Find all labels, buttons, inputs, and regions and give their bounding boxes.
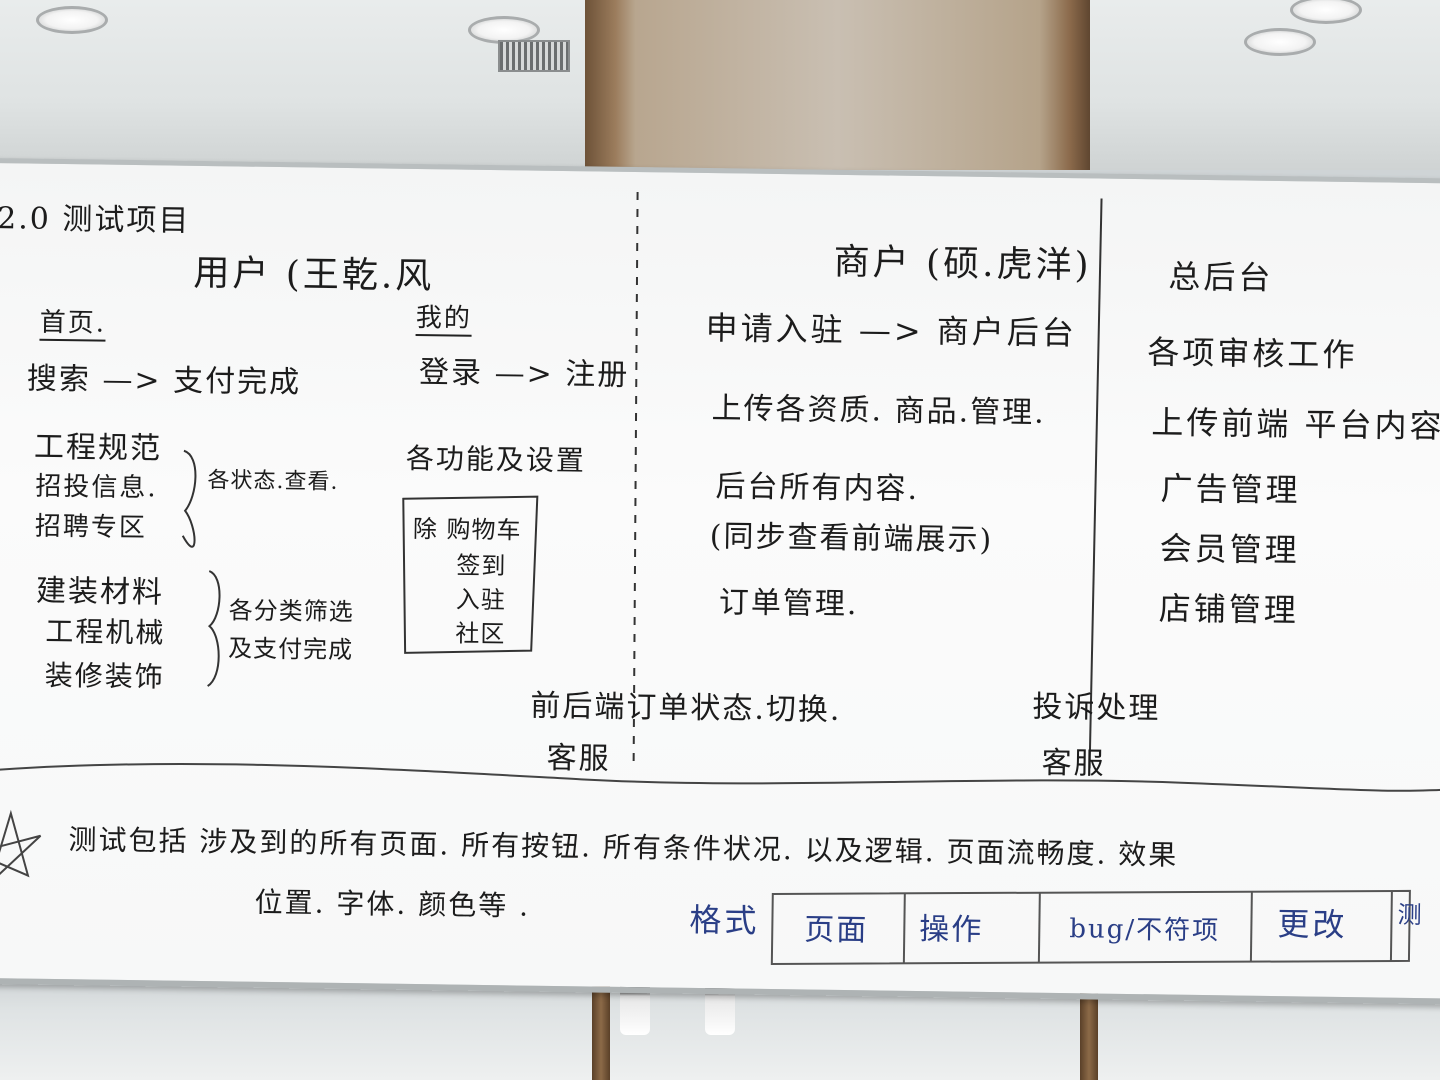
format-column: 测 (1397, 900, 1423, 930)
upload-goods: 上传各资质. 商品.管理. (711, 391, 1046, 431)
solid-divider (1088, 198, 1103, 769)
ad-management: 广告管理 (1160, 469, 1301, 510)
board-stand-leg (592, 965, 610, 1080)
dashed-divider (632, 192, 639, 763)
format-label: 格式 (689, 900, 760, 940)
group2-note: 各分类筛选 (228, 596, 354, 627)
brace (206, 570, 221, 687)
customer-service: 客服 (1041, 745, 1106, 782)
backend-content: 后台所有内容. (715, 469, 920, 508)
merchant-header: 商户 (硕.虎洋) (833, 241, 1092, 287)
group2-item: 装修装饰 (44, 658, 166, 694)
customer-service: 客服 (546, 740, 611, 777)
apply-flow: 申请入驻 —> 商户后台 (705, 309, 1078, 353)
box-item: 入驻 (455, 585, 507, 615)
brace (181, 449, 197, 548)
format-column: 操作 (919, 912, 984, 948)
order-state-switch: 前后端订单状态.切换. (530, 688, 842, 728)
review-work: 各项审核工作 (1147, 333, 1358, 375)
user-header: 用户 (王乾.风 (193, 252, 435, 298)
search-flow: 搜索 —> 支付完成 (26, 361, 302, 401)
login-flow: 登录 —> 注册 (418, 355, 630, 393)
format-column: 页面 (804, 912, 869, 949)
board-title: 2.0 测试项目 (0, 201, 191, 239)
whiteboard: 2.0 测试项目 用户 (王乾.风 首页. 搜索 —> 支付完成 工程规范 招投… (0, 158, 1440, 1005)
format-column: bug/不符项 (1069, 914, 1221, 947)
group1-item: 招投信息. (35, 471, 158, 504)
group2-item: 建装材料 (35, 573, 165, 611)
functions-label: 各功能及设置 (405, 441, 587, 478)
group1-note: 各状态.查看. (207, 468, 339, 495)
admin-header: 总后台 (1168, 257, 1274, 297)
group2-item: 工程机械 (45, 614, 166, 650)
board-drawings (0, 192, 1440, 965)
wooden-column (585, 0, 1090, 170)
homepage-label: 首页. (39, 301, 107, 342)
group1-item: 工程规范 (33, 429, 163, 467)
ceiling-light (1244, 28, 1316, 56)
ceiling-light (36, 6, 108, 34)
box-item: 除 购物车 (412, 514, 522, 545)
group2-note: 及支付完成 (227, 634, 354, 665)
box-item: 社区 (455, 619, 506, 649)
test-scope-line2: 位置. 字体. 颜色等 . (254, 885, 531, 923)
format-table (770, 889, 1411, 965)
member-management: 会员管理 (1159, 529, 1300, 570)
sync-view: (同步查看前端展示) (709, 519, 994, 559)
box-item: 签到 (456, 551, 507, 581)
functions-box (402, 495, 539, 654)
ceiling-light (1290, 0, 1362, 24)
order-management: 订单管理. (718, 585, 859, 623)
group1-item: 招聘专区 (34, 511, 148, 544)
mine-label: 我的 (415, 296, 473, 337)
complaints: 投诉处理 (1032, 689, 1161, 727)
star-icon (0, 809, 42, 887)
ceiling-light (468, 16, 540, 44)
format-column: 更改 (1277, 905, 1348, 945)
upload-frontend: 上传前端 平台内容 (1151, 403, 1440, 446)
ceiling-vent (498, 40, 570, 72)
shop-management: 店铺管理 (1158, 589, 1300, 630)
wavy-separator (0, 762, 1440, 792)
